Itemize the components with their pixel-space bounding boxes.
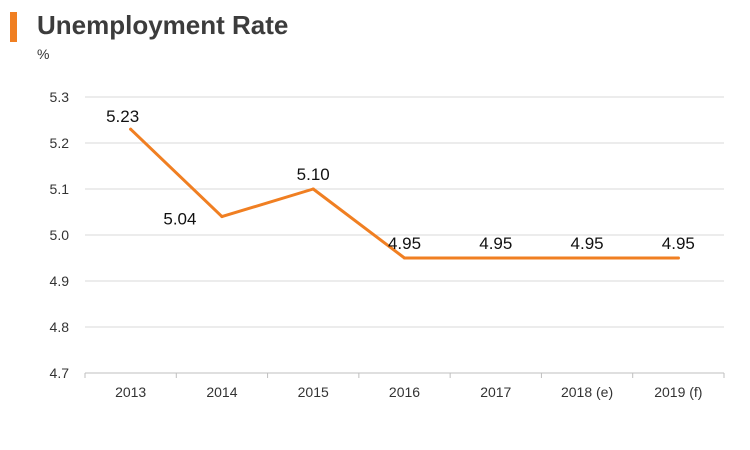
data-point: [676, 256, 680, 260]
x-tick-label: 2016: [389, 384, 420, 400]
x-tick-label: 2017: [480, 384, 511, 400]
series-line-group: [129, 127, 680, 260]
x-tick-label: 2014: [206, 384, 237, 400]
y-tick-label: 5.2: [50, 135, 70, 151]
data-label: 4.95: [662, 234, 695, 253]
data-label: 4.95: [388, 234, 421, 253]
y-axis-unit-label: %: [37, 46, 50, 62]
y-axis-ticks: 4.7 4.8 4.9 5.0 5.1 5.2 5.3: [50, 89, 70, 381]
x-tick-label: 2013: [115, 384, 146, 400]
data-point: [494, 256, 498, 260]
data-point: [585, 256, 589, 260]
x-tick-label: 2015: [298, 384, 329, 400]
data-point: [129, 127, 133, 131]
gridlines: [85, 96, 724, 374]
chart-title: Unemployment Rate: [37, 10, 289, 40]
y-tick-label: 5.1: [50, 181, 70, 197]
y-tick-label: 4.9: [50, 273, 70, 289]
y-tick-label: 4.8: [50, 319, 70, 335]
data-label: 4.95: [571, 234, 604, 253]
data-point: [403, 256, 406, 260]
title-accent-bar: [10, 12, 17, 42]
x-axis-ticks: 2013 2014 2015 2016 2017 2018 (e) 2019 (f): [84, 373, 725, 400]
data-labels: 5.23 5.04 5.10 4.95 4.95 4.95 4.95: [106, 107, 695, 253]
data-point: [311, 187, 315, 191]
data-label: 5.23: [106, 107, 139, 126]
y-tick-label: 5.3: [50, 89, 70, 105]
y-tick-label: 4.7: [50, 365, 70, 381]
data-label: 5.10: [297, 165, 330, 184]
data-point: [220, 215, 224, 219]
data-label: 4.95: [479, 234, 512, 253]
x-tick-label: 2019 (f): [654, 384, 702, 400]
data-label: 5.04: [163, 210, 196, 229]
y-tick-label: 5.0: [50, 227, 70, 243]
x-tick-label: 2018 (e): [561, 384, 613, 400]
